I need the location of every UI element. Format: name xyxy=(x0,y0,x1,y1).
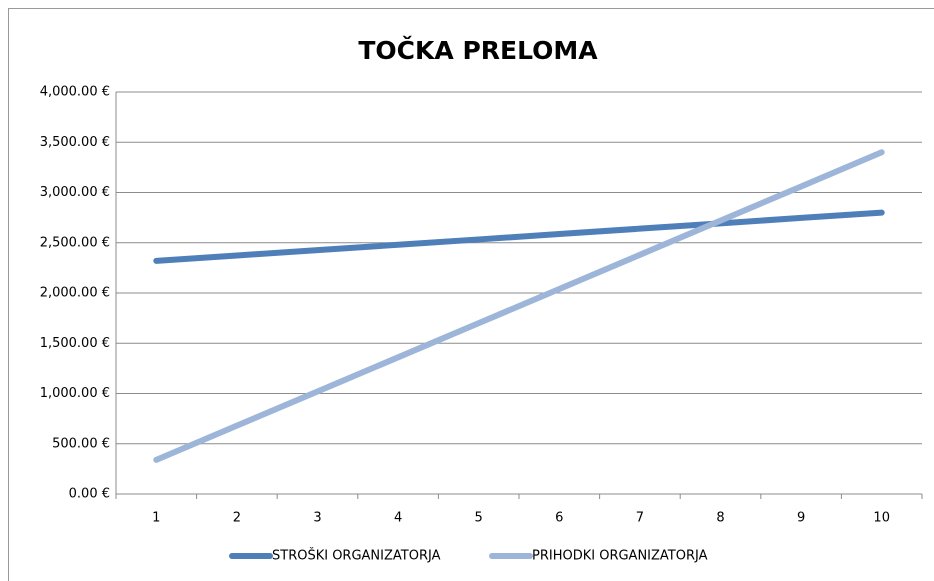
y-tick-label: 500.00 € xyxy=(52,436,110,451)
x-tick-label: 3 xyxy=(313,511,321,526)
chart-title: TOČKA PRELOMA xyxy=(358,35,598,65)
x-tick-label: 9 xyxy=(797,511,805,526)
legend-label: PRIHODKI ORGANIZATORJA xyxy=(532,549,708,564)
series-line xyxy=(153,209,885,264)
x-tick-label: 10 xyxy=(873,511,890,526)
x-tick-label: 6 xyxy=(555,511,563,526)
y-tick-label: 3,000.00 € xyxy=(40,185,110,200)
series-line xyxy=(153,149,885,463)
x-tick-label: 1 xyxy=(152,511,160,526)
y-tick-label: 2,500.00 € xyxy=(40,235,110,250)
x-tick-label: 7 xyxy=(636,511,644,526)
x-tick-label: 2 xyxy=(233,511,241,526)
y-tick-label: 2,000.00 € xyxy=(40,286,110,301)
legend-label: STROŠKI ORGANIZATORJA xyxy=(272,548,441,564)
y-tick-label: 4,000.00 € xyxy=(40,85,110,100)
y-tick-label: 1,000.00 € xyxy=(40,386,110,401)
x-tick-label: 4 xyxy=(394,511,402,526)
y-tick-label: 0.00 € xyxy=(69,487,110,502)
x-tick-label: 8 xyxy=(716,511,724,526)
y-tick-label: 3,500.00 € xyxy=(40,135,110,150)
y-tick-label: 1,500.00 € xyxy=(40,336,110,351)
x-tick-label: 5 xyxy=(475,511,483,526)
chart-border xyxy=(8,8,934,581)
